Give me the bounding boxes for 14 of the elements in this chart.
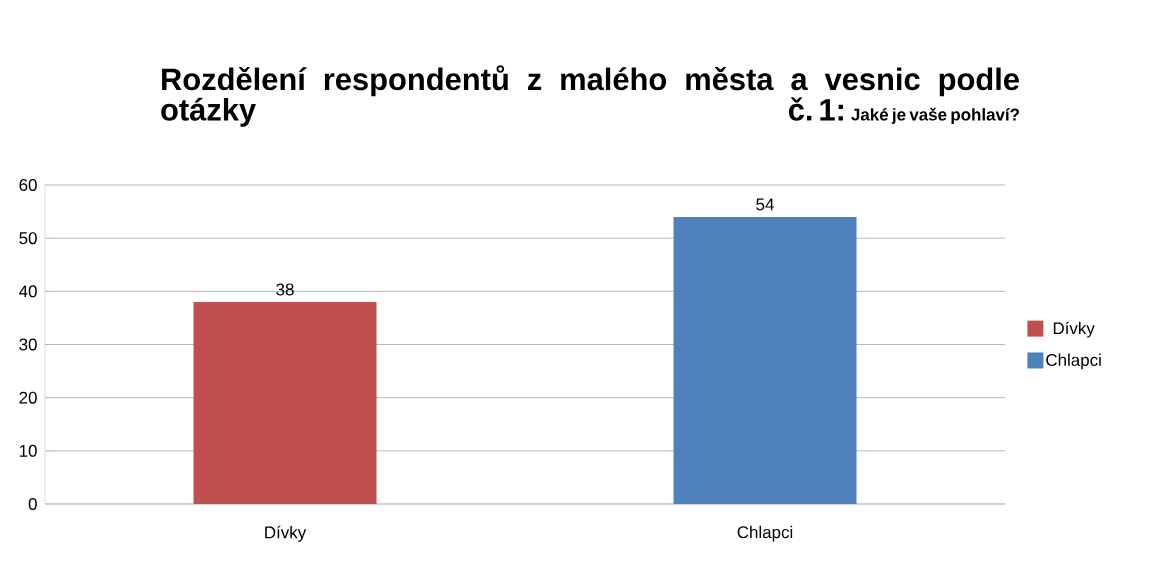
y-tick-label: 40 (19, 285, 37, 298)
chart-title: otázky č. 1: (161, 97, 843, 127)
chart-subtitle: Jaké je vaše pohlaví? (851, 107, 1020, 124)
data-label: 54 (756, 198, 774, 211)
y-tick-label: 20 (19, 391, 37, 404)
y-tick-label: 10 (19, 444, 37, 457)
y-tick-label: 30 (19, 338, 37, 351)
y-tick-label: 60 (19, 179, 37, 191)
chart-title: Rozdělení respondentů z malého města a vesnic podle (162, 65, 1019, 97)
y-tick-label: 50 (19, 232, 37, 245)
legend-label: Dívky (1053, 321, 1095, 338)
y-tick-label: 0 (28, 497, 37, 510)
data-label: 38 (276, 283, 294, 296)
legend-label: Chlapci (1046, 353, 1101, 370)
